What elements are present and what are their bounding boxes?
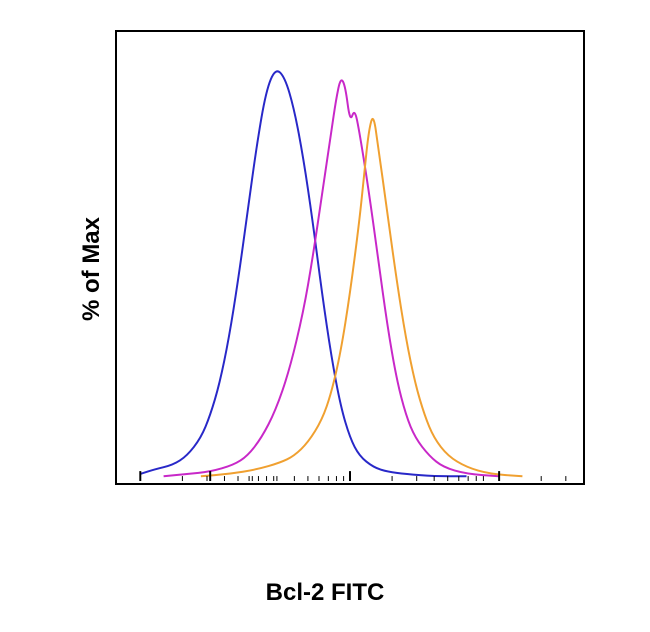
orange-curve <box>201 119 523 476</box>
blue-curve <box>140 71 466 476</box>
magenta-curve <box>164 80 500 476</box>
plot-area <box>115 30 585 485</box>
x-axis-label: Bcl-2 FITC <box>266 579 385 607</box>
chart-container <box>115 30 585 500</box>
y-axis-label: % of Max <box>78 217 106 321</box>
histogram-plot <box>117 32 583 483</box>
